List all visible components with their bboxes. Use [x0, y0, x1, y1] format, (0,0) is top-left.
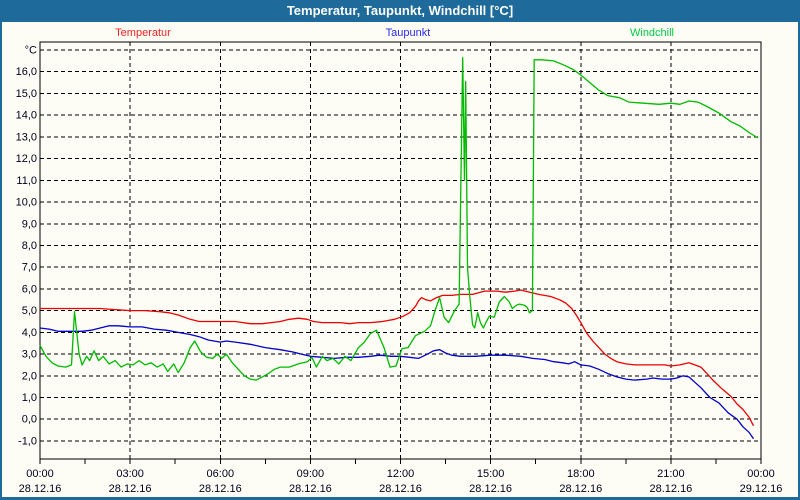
x-tick-time-label: 12:00 [387, 468, 415, 480]
legend-temperatur: Temperatur [115, 27, 171, 39]
y-tick-label: 15,0 [16, 88, 37, 100]
y-tick-label: 13,0 [16, 131, 37, 143]
x-tick-time-label: 15:00 [477, 468, 505, 480]
y-tick-label: 14,0 [16, 110, 37, 122]
legend-windchill: Windchill [629, 27, 675, 39]
x-tick-time-label: 21:00 [657, 468, 685, 480]
y-tick-label: 4,0 [22, 327, 37, 339]
x-tick-time-label: 06:00 [207, 468, 235, 480]
chart-axis-labels: °C 16,0 15,0 14,0 13,0 12,0 11,0 10,0 9,0 8,0 7,0 6… [16, 45, 783, 496]
y-tick-label: 10,0 [16, 197, 37, 209]
y-tick-label: 6,0 [22, 283, 37, 295]
window-title: Temperatur, Taupunkt, Windchill [°C] [286, 3, 514, 18]
series-line-temperatur [40, 289, 755, 427]
y-tick-label: 3,0 [22, 349, 37, 361]
x-tick-date-label: 28.12.16 [559, 483, 602, 495]
y-tick-label: 9,0 [22, 218, 37, 230]
x-tick-date-label: 28.12.16 [109, 483, 152, 495]
y-tick-label: 7,0 [22, 262, 37, 274]
legend-taupunkt: Taupunkt [385, 27, 431, 39]
x-tick-date-label: 28.12.16 [289, 483, 332, 495]
y-tick-label: 5,0 [22, 305, 37, 317]
plot-border [39, 41, 762, 460]
x-tick-date-label: 29.12.16 [740, 483, 783, 495]
y-tick-label: 0,0 [22, 414, 37, 426]
x-tick-time-label: 00:00 [747, 468, 775, 480]
x-tick-time-label: 09:00 [297, 468, 325, 480]
y-tick-label: 12,0 [16, 153, 37, 165]
x-tick-date-label: 28.12.16 [19, 483, 62, 495]
y-tick-label: 16,0 [16, 66, 37, 78]
x-tick-date-label: 28.12.16 [469, 483, 512, 495]
chart-series [39, 56, 759, 440]
x-tick-date-label: 28.12.16 [199, 483, 242, 495]
x-tick-time-label: 18:00 [567, 468, 595, 480]
series-line-taupunkt [39, 325, 755, 440]
y-tick-label: 8,0 [22, 240, 37, 252]
x-tick-time-label: 03:00 [116, 468, 144, 480]
x-tick-time-label: 00:00 [26, 468, 54, 480]
y-tick-label: °C [25, 45, 37, 57]
x-tick-date-label: 28.12.16 [649, 483, 692, 495]
y-tick-label: -1,0 [18, 436, 37, 448]
series-line-windchill [39, 56, 759, 381]
y-tick-label: 11,0 [16, 175, 37, 187]
x-tick-date-label: 28.12.16 [379, 483, 422, 495]
chart-legend: Temperatur Taupunkt Windchill [0, 27, 800, 41]
y-tick-label: 2,0 [22, 370, 37, 382]
chart-border [39, 41, 762, 464]
chart-gridlines [40, 42, 761, 459]
title-bar: Temperatur, Taupunkt, Windchill [°C] [0, 0, 800, 22]
y-tick-label: 1,0 [22, 392, 37, 404]
